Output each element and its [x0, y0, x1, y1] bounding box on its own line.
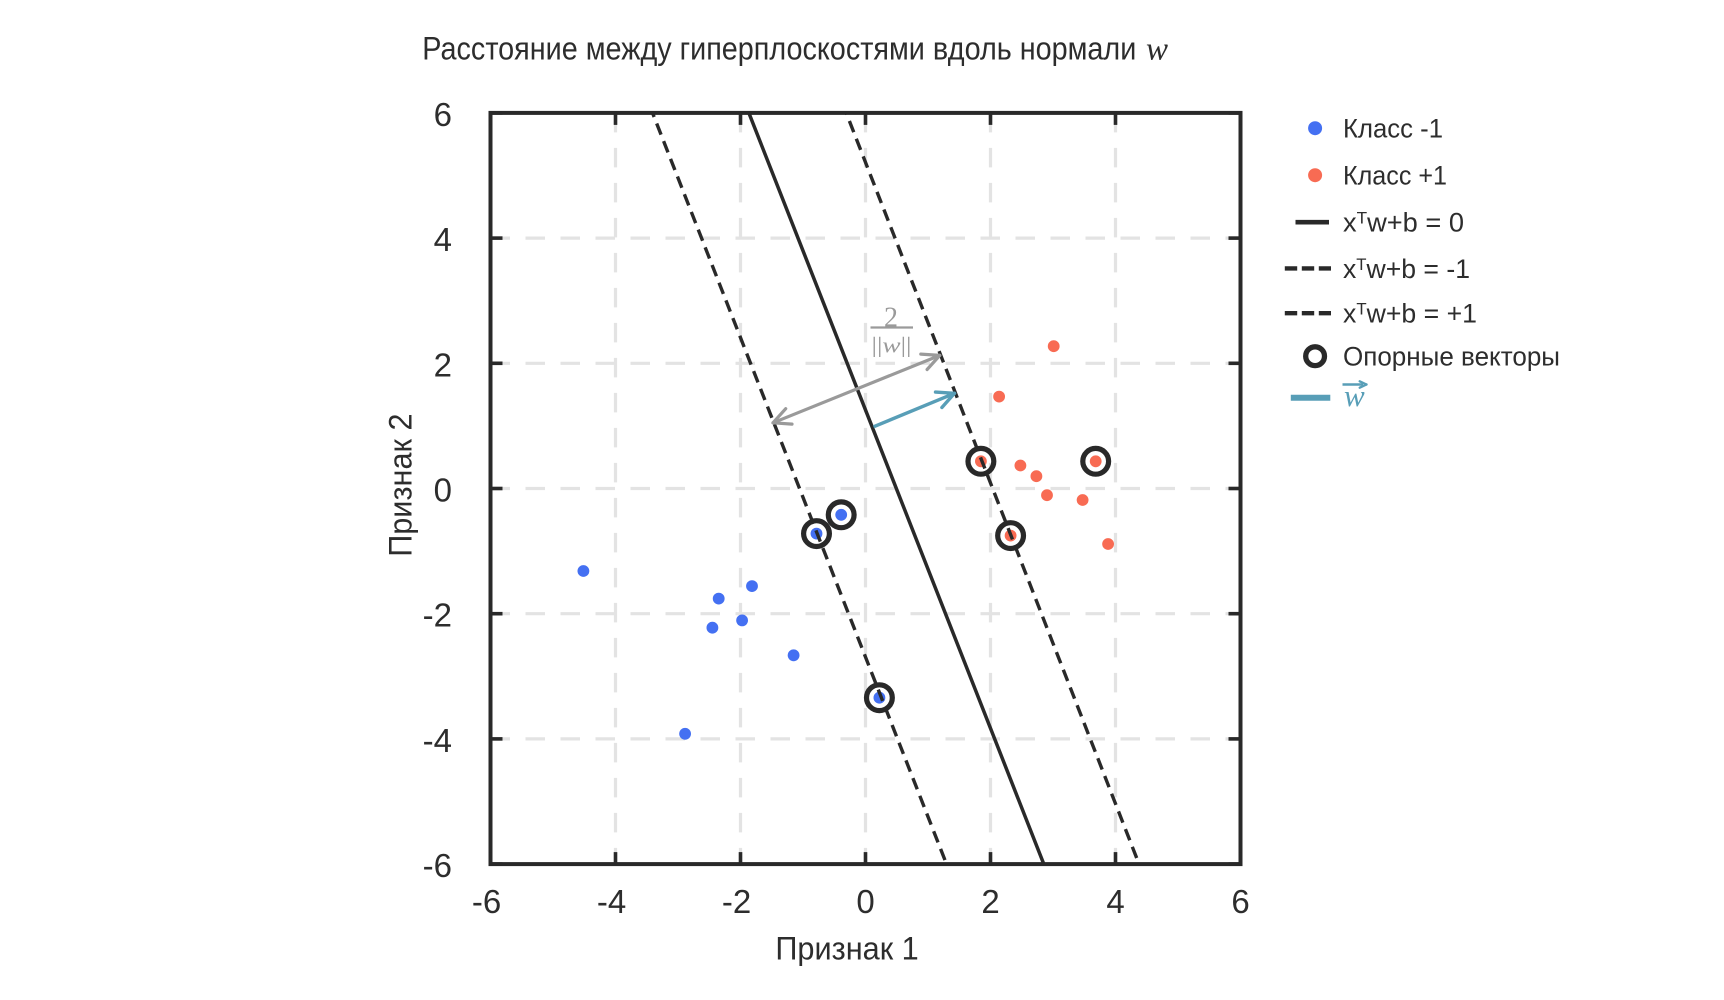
svg-text:-2: -2 [423, 597, 452, 634]
svg-text:-4: -4 [597, 883, 626, 920]
svg-text:0: 0 [434, 472, 452, 509]
svg-text:Признак 2: Признак 2 [383, 414, 419, 557]
svg-text:2: 2 [434, 346, 452, 383]
svg-text:w: w [1146, 32, 1168, 68]
svg-text:2: 2 [884, 303, 898, 334]
svg-text:4: 4 [1106, 883, 1124, 920]
svg-text:||w||: ||w || [872, 333, 912, 358]
svg-text:Расстояние между гиперплоскост: Расстояние между гиперплоскостями вдоль … [422, 31, 1136, 67]
svg-text:6: 6 [434, 96, 452, 133]
svg-text:-4: -4 [423, 722, 452, 759]
svg-text:-2: -2 [722, 883, 751, 920]
svg-text:2: 2 [981, 883, 999, 920]
svg-text:6: 6 [1231, 883, 1249, 920]
svg-text:-6: -6 [423, 847, 452, 884]
svg-text:Класс -1: Класс -1 [1343, 114, 1443, 144]
svg-text:4: 4 [434, 221, 452, 258]
svg-text:Класс +1: Класс +1 [1343, 161, 1447, 191]
svg-text:xTw+b = 0: xTw+b = 0 [1343, 208, 1464, 238]
svg-text:Опорные векторы: Опорные векторы [1343, 342, 1560, 372]
svg-text:0: 0 [856, 883, 874, 920]
svg-text:Признак 1: Признак 1 [775, 931, 918, 967]
svg-text:-6: -6 [472, 883, 501, 920]
